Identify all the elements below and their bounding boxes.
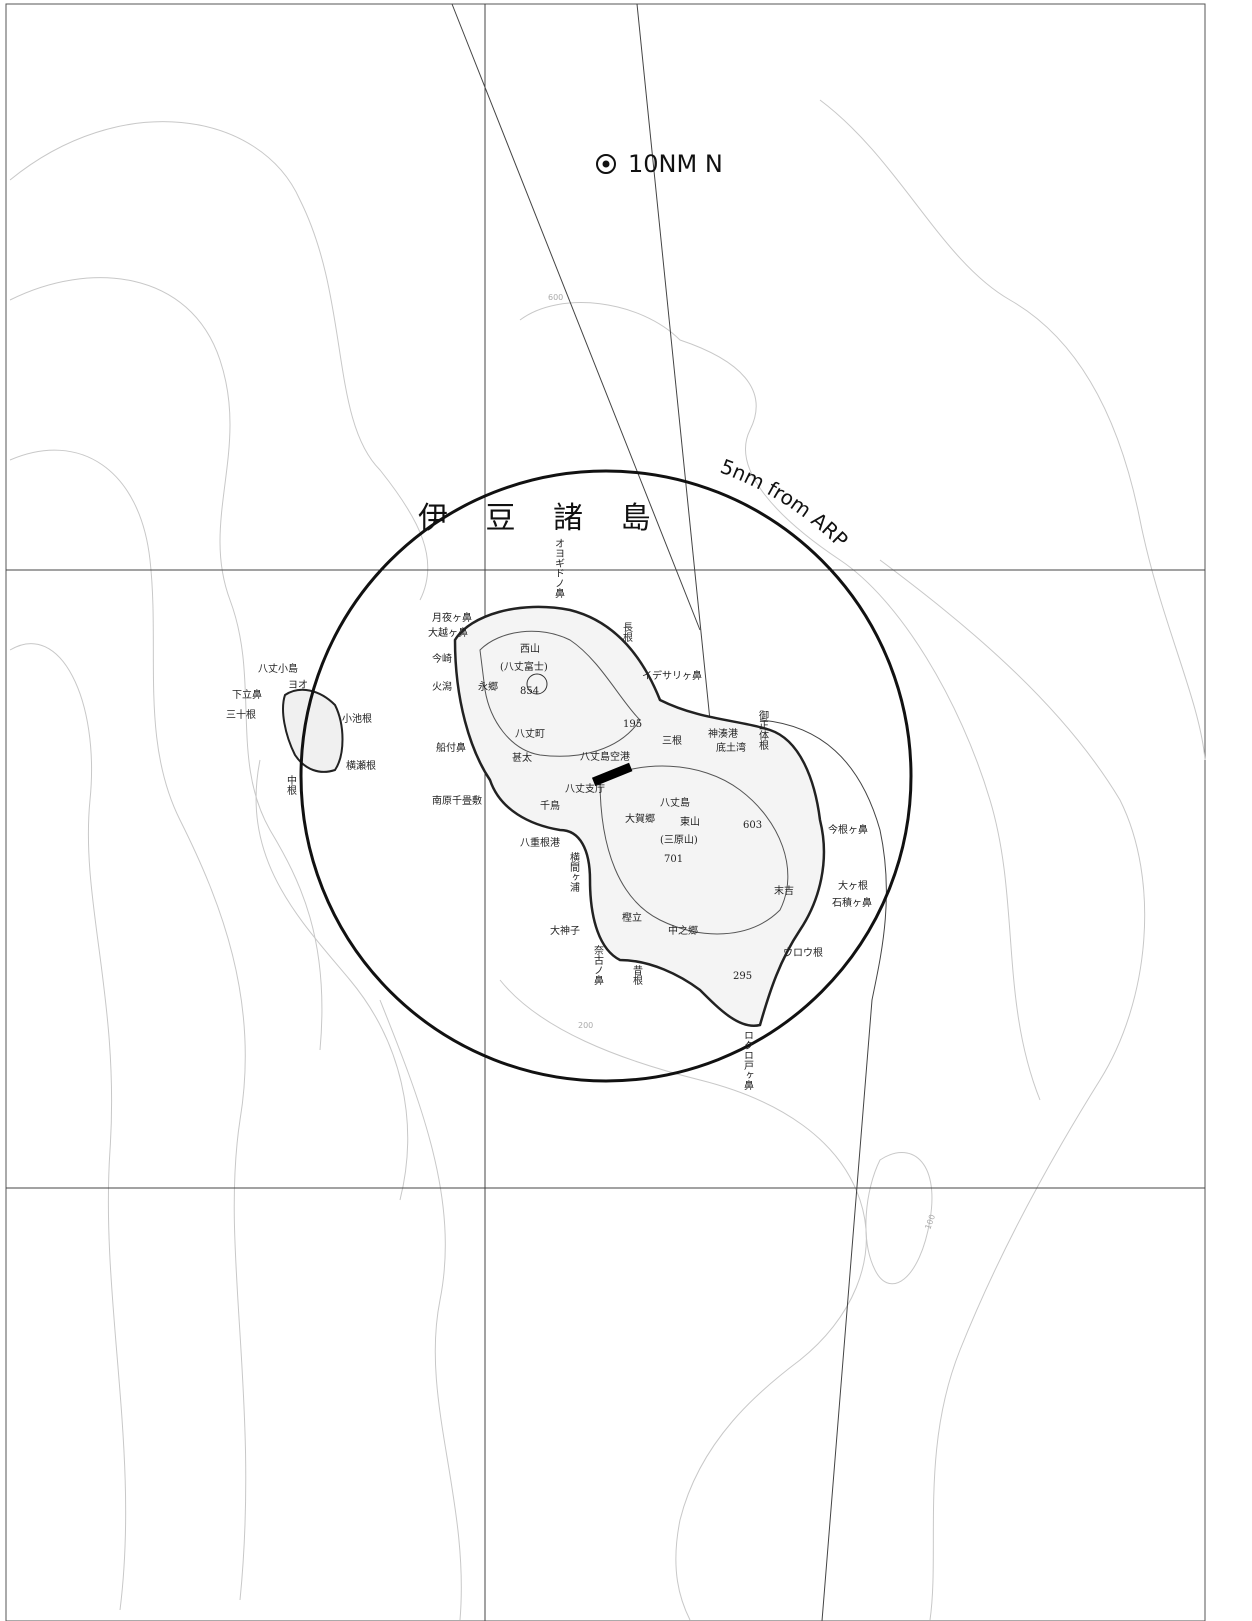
place-label: 横間ヶ浦 bbox=[568, 851, 580, 893]
islands bbox=[282, 605, 826, 1028]
place-label: (三原山) bbox=[660, 834, 698, 846]
place-label: 昔根 bbox=[631, 965, 643, 986]
runway bbox=[591, 762, 633, 787]
hachijo-kojima bbox=[282, 688, 344, 773]
place-label: 南原千畳敷 bbox=[432, 794, 482, 807]
place-label: 月夜ヶ鼻 bbox=[432, 611, 472, 624]
track-line bbox=[636, 3, 713, 741]
crater bbox=[526, 673, 548, 695]
place-label: 八丈島空港 bbox=[580, 750, 630, 763]
place-label: 永郷 bbox=[478, 680, 498, 693]
place-label: 東山 bbox=[680, 815, 700, 828]
place-label: 三根 bbox=[662, 734, 682, 747]
grid-lines bbox=[6, 3, 1205, 1621]
place-label: 中之郷 bbox=[668, 924, 698, 937]
contour-label: 200 bbox=[578, 1021, 593, 1030]
range-ring bbox=[299, 469, 913, 1083]
place-label: 神湊港 bbox=[708, 727, 738, 740]
place-label: 大ヶ根 bbox=[838, 879, 868, 892]
place-label: 八丈島 bbox=[660, 796, 690, 809]
track-line bbox=[451, 3, 701, 631]
place-label: 樫立 bbox=[622, 911, 642, 924]
contours bbox=[9, 99, 1206, 1621]
place-label: ヨオ bbox=[288, 679, 308, 691]
place-label: イデサリヶ鼻 bbox=[642, 669, 702, 682]
place-label: 石積ヶ鼻 bbox=[832, 896, 872, 909]
north-marker-symbol bbox=[596, 154, 616, 174]
place-label: オヨギドノ鼻 bbox=[553, 538, 565, 599]
place-label: 八丈町 bbox=[515, 728, 545, 740]
place-label: 甚太 bbox=[512, 751, 532, 764]
place-label: 大賀郷 bbox=[625, 812, 655, 825]
place-labels: オヨギドノ鼻 月夜ヶ鼻 大越ヶ鼻 今崎 火潟 永郷 西山 (八丈富士) 854 … bbox=[226, 538, 872, 1091]
mihara-contour bbox=[599, 765, 789, 935]
place-label: 小池根 bbox=[342, 712, 372, 725]
place-label: (八丈富士) bbox=[500, 660, 548, 673]
place-label: 西山 bbox=[520, 643, 540, 655]
place-label: 御正体根 bbox=[757, 709, 769, 751]
north-marker-dot bbox=[602, 160, 610, 168]
place-label: 底土湾 bbox=[716, 741, 746, 754]
place-label: 八丈小島 bbox=[258, 662, 298, 675]
place-label: 今根ヶ鼻 bbox=[828, 823, 868, 836]
region-label: 伊 豆 諸 島 bbox=[418, 501, 651, 536]
place-label: 末吉 bbox=[774, 884, 794, 897]
place-label: 横瀬根 bbox=[346, 759, 376, 772]
hachijojima bbox=[453, 605, 826, 1028]
hachijo-fuji-contour bbox=[479, 630, 641, 757]
track-line bbox=[759, 719, 887, 1621]
place-label: 701 bbox=[664, 854, 683, 865]
place-label: 854 bbox=[520, 686, 539, 697]
place-label: 大神子 bbox=[550, 924, 580, 937]
place-label: 千鳥 bbox=[540, 799, 560, 812]
place-label: ロクロ戸ヶ鼻 bbox=[742, 1030, 754, 1091]
place-label: ウロウ根 bbox=[783, 946, 823, 959]
place-label: 中根 bbox=[285, 774, 297, 796]
place-label: 今崎 bbox=[432, 652, 452, 665]
place-label: 295 bbox=[733, 971, 752, 982]
north-marker-label: 10NM N bbox=[628, 150, 723, 178]
contour-label: 600 bbox=[548, 293, 563, 302]
place-label: 大越ヶ鼻 bbox=[428, 626, 468, 639]
place-label: 下立鼻 bbox=[232, 688, 262, 701]
place-label: 船付鼻 bbox=[436, 741, 466, 754]
place-label: 三十根 bbox=[226, 708, 256, 721]
place-label: 長根 bbox=[621, 622, 633, 643]
place-label: 火潟 bbox=[432, 680, 452, 693]
place-label: 八重根港 bbox=[520, 836, 560, 849]
place-label: 奈古ノ鼻 bbox=[592, 944, 604, 986]
place-label: 195 bbox=[623, 719, 642, 730]
place-label: 八丈支庁 bbox=[565, 782, 605, 795]
place-label: 603 bbox=[743, 820, 762, 831]
